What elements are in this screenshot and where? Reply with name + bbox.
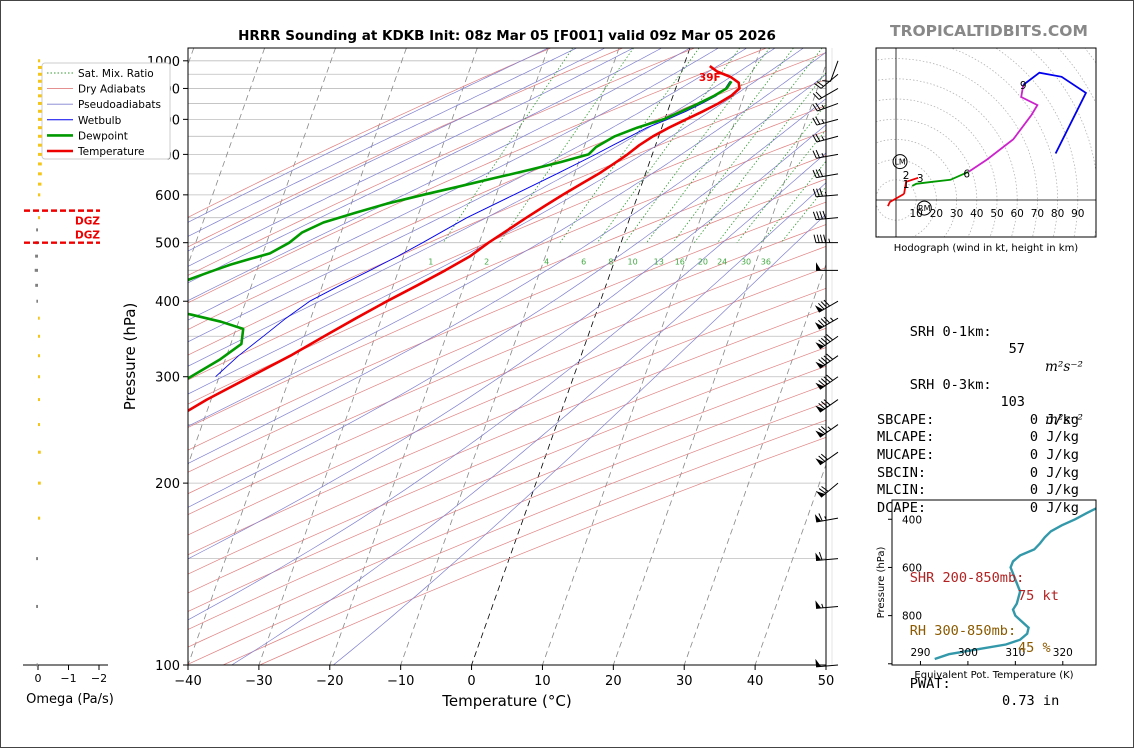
srh-0-1-unit: m²s⁻² (1045, 358, 1083, 375)
site-watermark: TROPICALTIDBITS.COM (890, 22, 1088, 40)
stat-row-mlcape: MLCAPE: 0 J/kg (877, 429, 1079, 447)
pwat-label: PWAT: (909, 675, 951, 692)
srh-0-3-value: 103 (1000, 394, 1025, 411)
stat-value: 0 J/kg (1029, 482, 1079, 499)
stat-row-mucape: MUCAPE: 0 J/kg (877, 446, 1079, 465)
stat-label: MUCAPE: (877, 446, 935, 463)
stat-row-sbcape: SBCAPE: 0 J/kg (877, 411, 1079, 430)
stat-row-mlcin: MLCIN: 0 J/kg (877, 482, 1079, 500)
srh-0-3-label: SRH 0-3km: (909, 376, 992, 393)
stat-label: SBCAPE: (877, 411, 935, 428)
stat-row-dcape: DCAPE: 0 J/kg (877, 499, 1079, 518)
rh-row: RH 300-850mb: 45 % (877, 605, 1077, 657)
stat-value: 0 J/kg (1029, 446, 1079, 463)
srh-0-1-label: SRH 0-1km: (909, 323, 992, 340)
shr-row: SHR 200-850mb: 75 kt (877, 553, 1077, 604)
stat-value: 0 J/kg (1029, 464, 1079, 481)
shr-value: 75 kt (1018, 587, 1059, 604)
parcel-stats: SBCAPE: 0 J/kg MLCAPE: 0 J/kg MUCAPE: 0 J/kg S… (877, 411, 1079, 518)
stat-label: MLCIN: (877, 482, 927, 499)
pwat-row: PWAT: 0.73 in (877, 658, 1077, 710)
stat-label: MLCAPE: (877, 429, 935, 446)
srh-0-1-row: SRH 0-1km: 57 m²s⁻² (877, 306, 1083, 375)
stat-label: SBCIN: (877, 464, 927, 481)
srh-0-3-row: SRH 0-3km: 103 m²s⁻² (877, 359, 1083, 428)
rh-value: 45 % (1018, 640, 1051, 657)
stats-panel: SRH 0-1km: 57 m²s⁻² SRH 0-3km: 103 m²s⁻²… (877, 271, 1083, 710)
stat-row-sbcin: SBCIN: 0 J/kg (877, 464, 1079, 483)
srh-0-1-value: 57 (1008, 341, 1025, 358)
stat-value: 0 J/kg (1029, 499, 1079, 516)
shr-label: SHR 200-850mb: (909, 570, 1025, 587)
stat-value: 0 J/kg (1029, 411, 1079, 428)
rh-label: RH 300-850mb: (909, 622, 1017, 639)
srh-0-3-unit: m²s⁻² (1045, 411, 1083, 428)
pwat-value: 0.73 in (1002, 693, 1060, 710)
stat-value: 0 J/kg (1029, 429, 1079, 446)
stat-label: DCAPE: (877, 499, 927, 516)
